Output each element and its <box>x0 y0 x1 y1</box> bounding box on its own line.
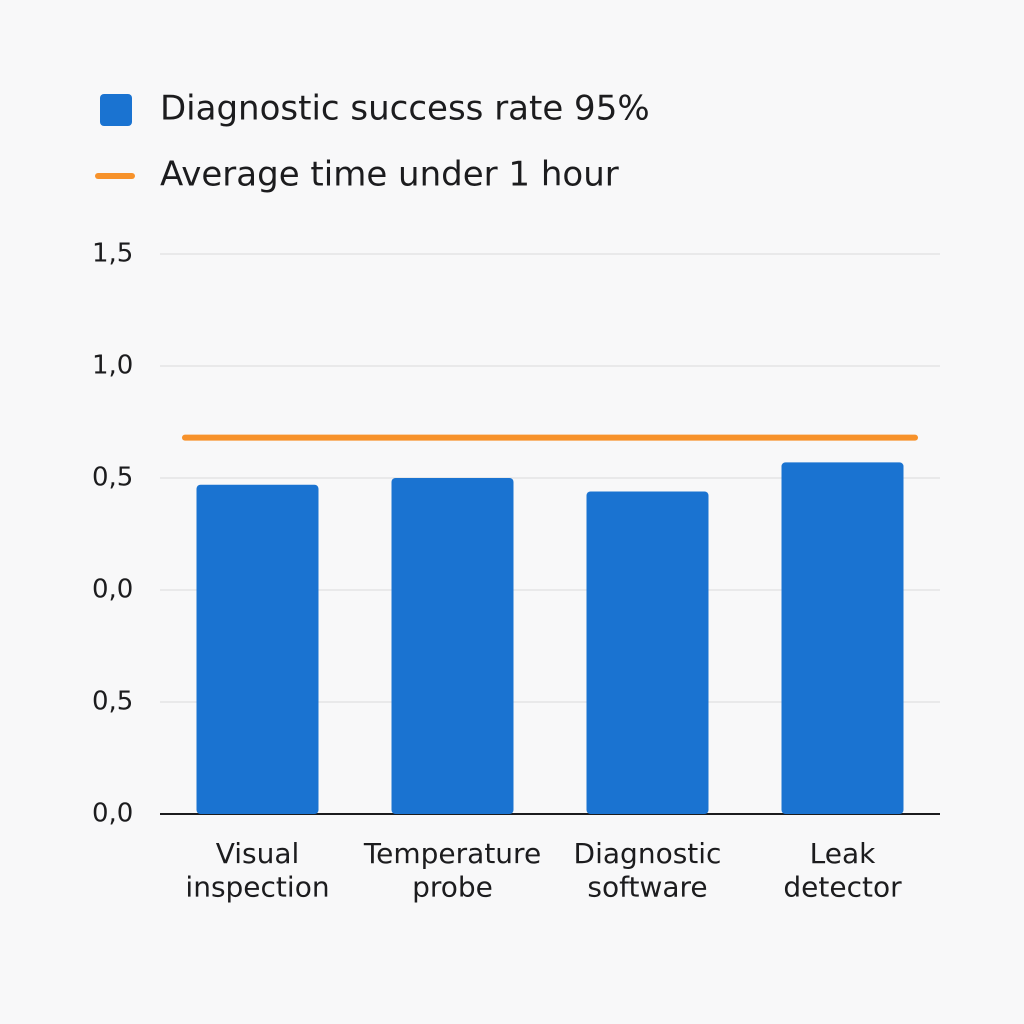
x-tick-label: Diagnostic software <box>574 837 722 904</box>
legend-label: Average time under 1 hour <box>160 155 619 195</box>
x-tick-label: Temperature probe <box>363 837 541 904</box>
bar <box>391 478 514 814</box>
bar <box>781 462 904 814</box>
x-tick-label: Visual inspection <box>185 837 329 904</box>
y-tick-label: 1,5 <box>92 239 133 269</box>
y-tick-label: 1,0 <box>92 351 133 381</box>
legend-label: Diagnostic success rate 95% <box>160 89 650 129</box>
y-tick-label: 0,5 <box>92 463 133 493</box>
y-tick-label: 0,5 <box>92 687 133 717</box>
legend-swatch <box>100 94 132 126</box>
bar <box>586 491 709 814</box>
y-tick-label: 0,0 <box>92 799 133 829</box>
x-tick-label: Leak detector <box>783 837 902 904</box>
bar <box>196 484 319 814</box>
y-tick-label: 0,0 <box>92 575 133 605</box>
